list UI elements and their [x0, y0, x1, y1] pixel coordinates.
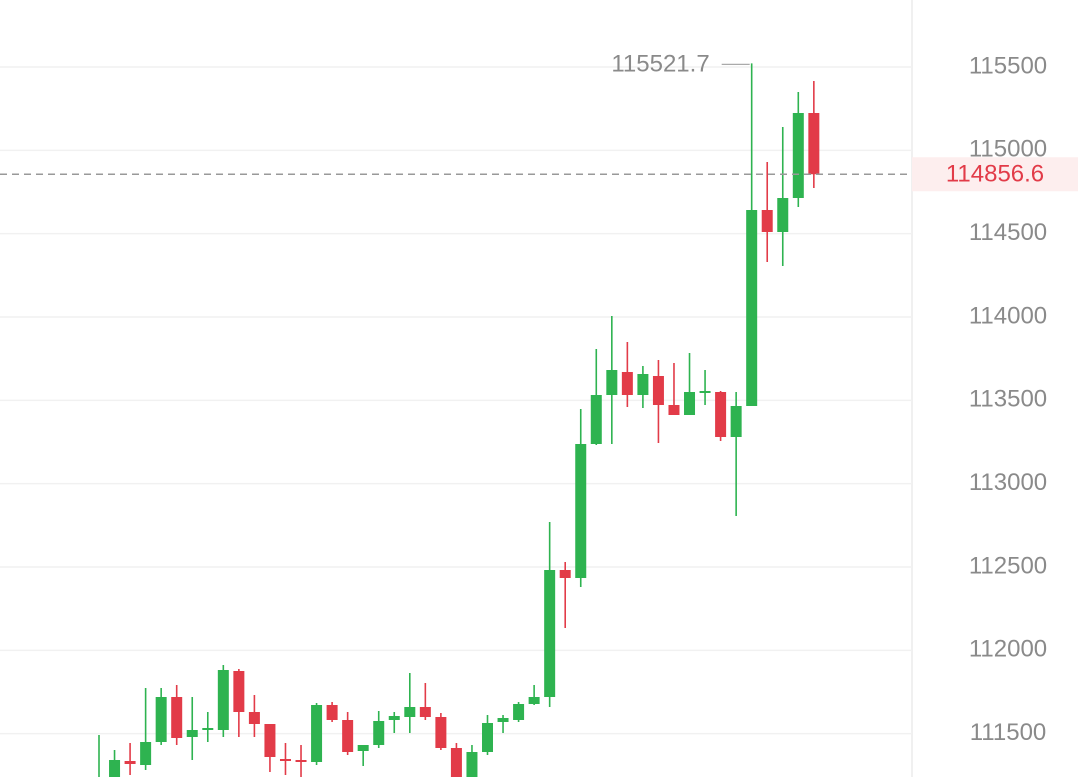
y-tick-label: 113000	[969, 469, 1047, 496]
candle-body	[435, 717, 447, 748]
candle-body	[279, 759, 291, 761]
y-tick-label: 112000	[969, 636, 1047, 663]
candle-body	[590, 395, 602, 444]
candles	[98, 63, 820, 777]
y-tick-label: 111500	[970, 719, 1047, 746]
candle-body	[186, 730, 198, 737]
candle-body	[419, 707, 431, 717]
candle-body	[233, 671, 245, 712]
y-tick-label: 114000	[969, 302, 1047, 329]
candle-body	[311, 705, 323, 762]
candle-body	[124, 761, 136, 764]
y-tick-label: 114500	[969, 219, 1047, 246]
candle-body	[699, 391, 711, 393]
candle-body	[544, 570, 556, 697]
candle-body	[404, 707, 416, 717]
candle-body	[652, 376, 664, 405]
candle-body	[248, 712, 260, 724]
candle-body	[326, 705, 338, 720]
candle-body	[808, 113, 820, 175]
candle-body	[264, 724, 276, 757]
candle-body	[342, 720, 354, 752]
candle-body	[388, 716, 400, 720]
candle-body	[621, 372, 633, 395]
candle-body	[575, 444, 587, 578]
candle-body	[171, 697, 183, 738]
candle-body	[792, 113, 804, 198]
candle-body	[637, 374, 649, 395]
candle-body	[668, 405, 680, 415]
candle-body	[528, 697, 540, 704]
candle-body	[217, 670, 229, 730]
candle-body	[482, 723, 493, 752]
last-price-box	[912, 157, 1078, 192]
candle-body	[777, 198, 789, 232]
candle-body	[684, 392, 696, 415]
candle-body	[140, 742, 152, 765]
y-tick-label: 113500	[969, 386, 1047, 413]
candle-body	[513, 704, 525, 720]
candle-body	[295, 760, 307, 762]
candle-body	[606, 370, 618, 395]
candle-body	[357, 745, 369, 751]
candle-body	[559, 570, 571, 578]
grid: 111500 112000 112500 113000 113500 114000 1145…	[0, 52, 1047, 746]
candle-body	[155, 697, 167, 742]
candle-body	[202, 728, 214, 730]
candle-body	[746, 210, 758, 406]
candle-body	[730, 406, 742, 437]
candle-body	[497, 718, 509, 722]
max-label: 115521.7	[611, 51, 709, 78]
candle-body	[109, 760, 121, 777]
candle-body	[715, 392, 727, 437]
overlay: 115521.7 114856.6	[0, 51, 1078, 192]
y-tick-label: 112500	[969, 552, 1047, 579]
candle-body	[466, 752, 478, 777]
candle-body	[450, 748, 462, 777]
last-price-label: 114856.6	[946, 161, 1044, 188]
candle-body	[373, 721, 385, 745]
candle-body	[761, 210, 773, 232]
y-tick-label: 115500	[969, 52, 1047, 79]
